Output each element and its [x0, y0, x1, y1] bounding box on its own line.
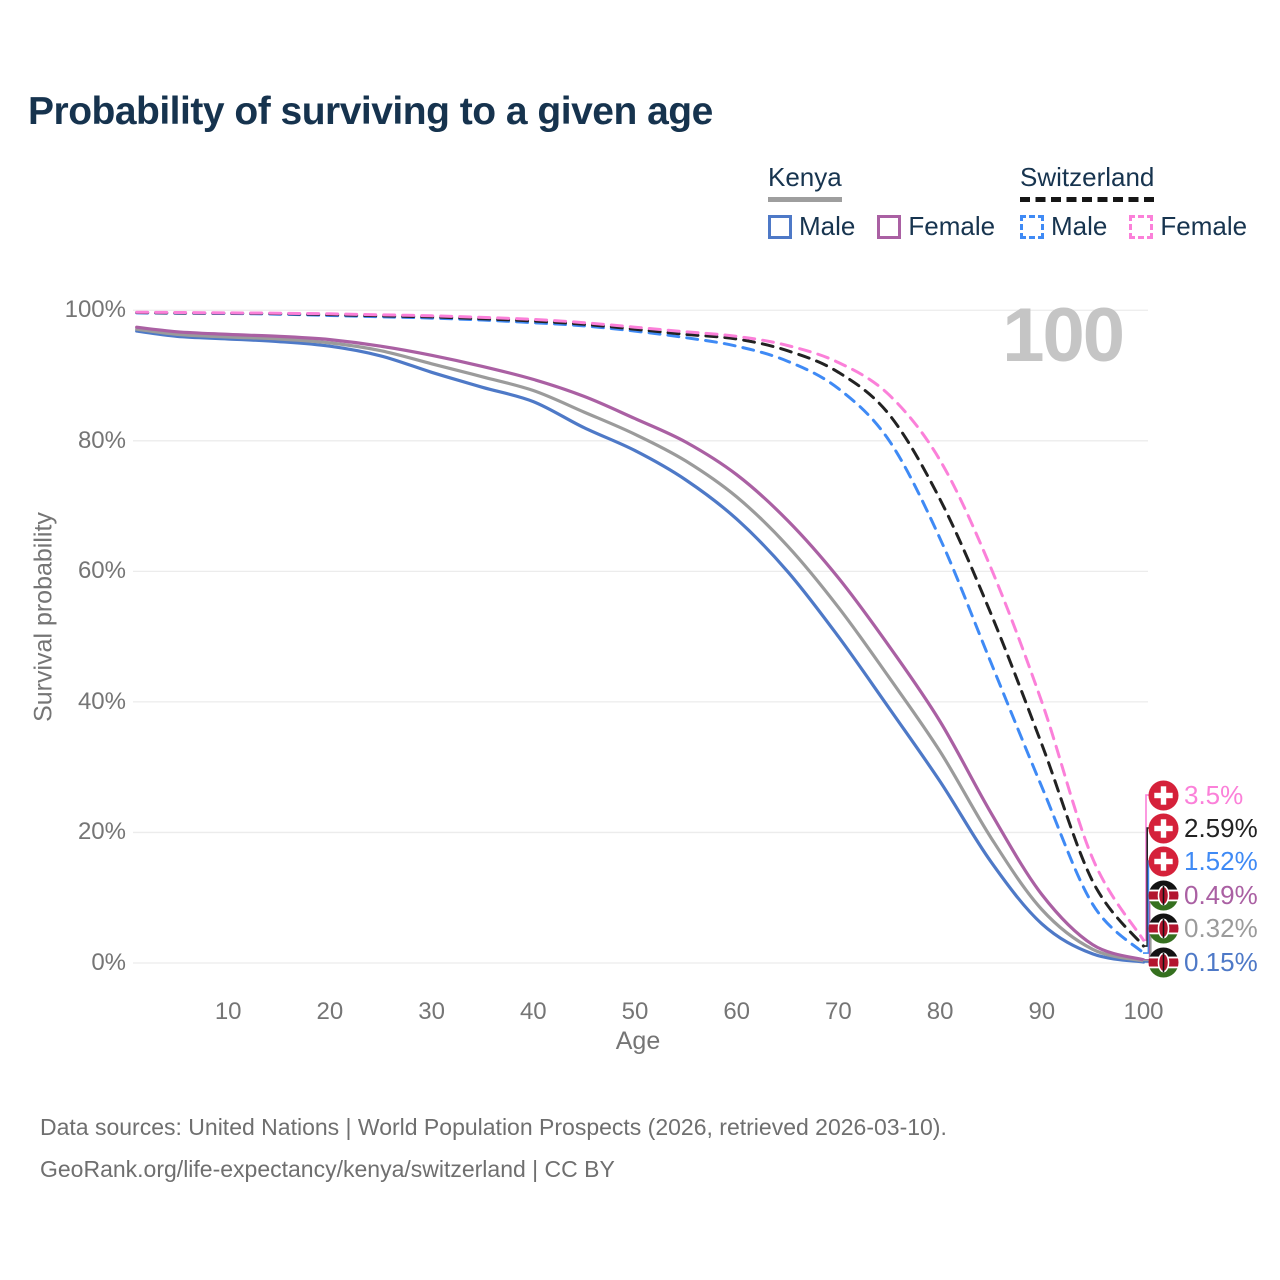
- y-tick-0%: 0%: [91, 949, 126, 976]
- footer-url: GeoRank.org/life-expectancy/kenya/switze…: [40, 1156, 615, 1182]
- curve-kenya-male[interactable]: [135, 329, 1146, 964]
- legend-kenya-female-label: Female: [908, 211, 996, 241]
- footer-attribution: Data sources: United Nations | World Pop…: [40, 1106, 947, 1190]
- end-value-kenya-average: 0.32%: [1184, 912, 1258, 943]
- switzerland-flag-icon: [1148, 845, 1179, 877]
- legend-kenya-heading: Kenya: [768, 162, 842, 202]
- x-tick-60: 60: [723, 998, 751, 1025]
- legend-item-kenya-male[interactable]: Male: [768, 211, 855, 242]
- curve-switzerland-female[interactable]: [135, 310, 1145, 942]
- x-tick-10: 10: [214, 998, 242, 1025]
- end-label-switzerland-male: 1.52%: [1148, 845, 1258, 877]
- kenya-male-swatch-icon: [768, 214, 792, 239]
- end-label-kenya-female: 0.49%: [1148, 879, 1258, 911]
- y-tick-20%: 20%: [77, 818, 126, 846]
- x-tick-40: 40: [519, 998, 547, 1025]
- end-label-switzerland-female: 3.5%: [1148, 779, 1243, 811]
- legend-switzerland-female-label: Female: [1160, 211, 1248, 241]
- x-tick-100: 100: [1123, 998, 1164, 1025]
- legend-item-switzerland-male[interactable]: Male: [1020, 211, 1107, 242]
- kenya-female-swatch-icon: [877, 214, 902, 239]
- y-tick-80%: 80%: [77, 426, 126, 454]
- x-tick-70: 70: [825, 998, 852, 1025]
- legend-item-switzerland-female[interactable]: Female: [1129, 211, 1247, 242]
- footer-data-sources: Data sources: United Nations | World Pop…: [40, 1114, 947, 1140]
- x-tick-20: 20: [316, 998, 344, 1025]
- y-tick-100%: 100%: [64, 296, 126, 324]
- current-age-watermark: 100: [1002, 293, 1125, 378]
- x-tick-80: 80: [926, 998, 954, 1025]
- kenya-flag-icon: [1148, 879, 1179, 911]
- kenya-flag-icon: [1148, 912, 1179, 944]
- end-value-switzerland-female: 3.5%: [1184, 779, 1244, 810]
- switzerland-flag-icon: [1148, 779, 1179, 811]
- x-tick-30: 30: [418, 998, 445, 1025]
- end-label-switzerland-average: 2.59%: [1148, 812, 1258, 844]
- end-label-kenya-average: 0.32%: [1148, 912, 1258, 944]
- x-axis-title: Age: [615, 1027, 661, 1055]
- kenya-flag-icon: [1148, 946, 1179, 978]
- switzerland-flag-icon: [1148, 812, 1179, 844]
- legend-group-kenya: Kenya Male Female: [768, 162, 995, 242]
- switzerland-male-swatch-icon: [1020, 214, 1044, 239]
- end-value-switzerland-average: 2.59%: [1184, 812, 1258, 843]
- end-value-kenya-female: 0.49%: [1184, 879, 1258, 910]
- curve-kenya-average[interactable]: [135, 327, 1146, 963]
- end-value-switzerland-male: 1.52%: [1184, 845, 1258, 876]
- curve-switzerland-average[interactable]: [135, 311, 1145, 948]
- end-value-kenya-male: 0.15%: [1184, 946, 1258, 977]
- curve-kenya-female[interactable]: [135, 325, 1146, 962]
- legend-item-kenya-female[interactable]: Female: [877, 211, 995, 242]
- chart-title: Probability of surviving to a given age: [28, 90, 713, 133]
- legend-switzerland-male-label: Male: [1051, 211, 1108, 241]
- x-tick-90: 90: [1028, 998, 1056, 1025]
- legend-group-switzerland: Switzerland Male Female: [1020, 162, 1247, 242]
- y-tick-40%: 40%: [77, 687, 126, 715]
- curve-switzerland-male[interactable]: [135, 311, 1145, 955]
- switzerland-female-swatch-icon: [1129, 214, 1154, 239]
- legend-kenya-male-label: Male: [799, 211, 856, 241]
- end-label-kenya-male: 0.15%: [1148, 946, 1258, 978]
- x-tick-50: 50: [621, 998, 649, 1025]
- y-tick-60%: 60%: [77, 557, 126, 585]
- legend-switzerland-heading: Switzerland: [1020, 162, 1155, 202]
